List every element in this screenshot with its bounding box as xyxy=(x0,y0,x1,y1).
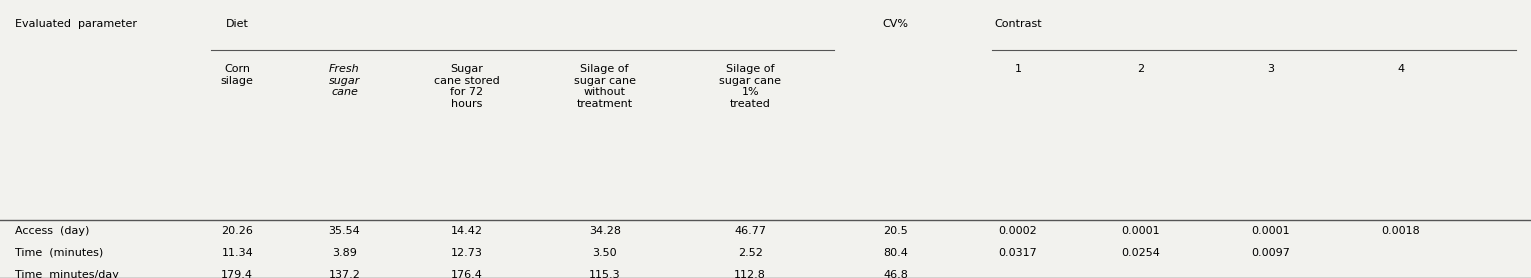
Text: 179.4: 179.4 xyxy=(222,270,253,278)
Text: 80.4: 80.4 xyxy=(883,248,908,258)
Text: 0.0002: 0.0002 xyxy=(998,226,1038,236)
Text: 0.0254: 0.0254 xyxy=(1121,248,1160,258)
Text: Access  (day): Access (day) xyxy=(15,226,90,236)
Text: 20.26: 20.26 xyxy=(222,226,253,236)
Text: 12.73: 12.73 xyxy=(452,248,482,258)
Text: 176.4: 176.4 xyxy=(452,270,482,278)
Text: Contrast: Contrast xyxy=(994,19,1043,29)
Text: 3.50: 3.50 xyxy=(592,248,617,258)
Text: Sugar
cane stored
for 72
hours: Sugar cane stored for 72 hours xyxy=(435,64,499,109)
Text: Diet: Diet xyxy=(227,19,248,29)
Text: 0.0097: 0.0097 xyxy=(1251,248,1291,258)
Text: 20.5: 20.5 xyxy=(883,226,908,236)
Text: 14.42: 14.42 xyxy=(452,226,482,236)
Text: 46.77: 46.77 xyxy=(735,226,766,236)
Text: 2.52: 2.52 xyxy=(738,248,762,258)
Text: 35.54: 35.54 xyxy=(329,226,360,236)
Text: 4: 4 xyxy=(1398,64,1404,74)
Text: 34.28: 34.28 xyxy=(589,226,620,236)
Text: Silage of
sugar cane
without
treatment: Silage of sugar cane without treatment xyxy=(574,64,635,109)
Text: 3: 3 xyxy=(1268,64,1274,74)
Text: 2: 2 xyxy=(1138,64,1144,74)
Text: 3.89: 3.89 xyxy=(332,248,357,258)
Text: Time  minutes/day: Time minutes/day xyxy=(15,270,119,278)
Text: Time  (minutes): Time (minutes) xyxy=(15,248,104,258)
Text: 115.3: 115.3 xyxy=(589,270,620,278)
Text: Fresh
sugar
cane: Fresh sugar cane xyxy=(329,64,360,97)
Text: 46.8: 46.8 xyxy=(883,270,908,278)
Text: Corn
silage: Corn silage xyxy=(220,64,254,86)
Text: 11.34: 11.34 xyxy=(222,248,253,258)
Text: 112.8: 112.8 xyxy=(735,270,766,278)
Text: CV%: CV% xyxy=(883,19,908,29)
Text: Silage of
sugar cane
1%
treated: Silage of sugar cane 1% treated xyxy=(720,64,781,109)
Text: 0.0001: 0.0001 xyxy=(1251,226,1291,236)
Text: Evaluated  parameter: Evaluated parameter xyxy=(15,19,138,29)
Text: 0.0001: 0.0001 xyxy=(1121,226,1160,236)
Text: 1: 1 xyxy=(1015,64,1021,74)
Text: 137.2: 137.2 xyxy=(329,270,360,278)
Text: 0.0018: 0.0018 xyxy=(1381,226,1421,236)
Text: 0.0317: 0.0317 xyxy=(998,248,1038,258)
